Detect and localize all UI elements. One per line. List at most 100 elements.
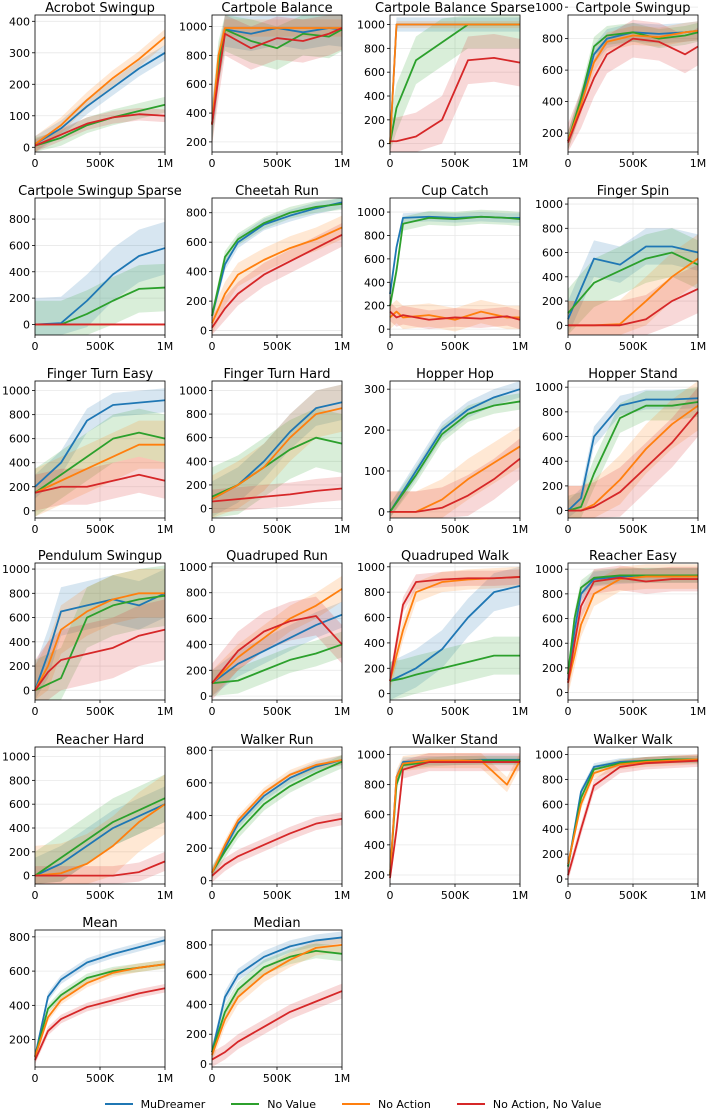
- chart-walker-run: 0 200 400 600 800 0 500K 1M Walker Run: [186, 733, 350, 902]
- series-line-no-action: [211, 27, 342, 125]
- x-tick-label: 500K: [263, 1072, 292, 1085]
- series-line-mudreamer: [211, 613, 343, 684]
- y-tick-label: 200: [186, 479, 207, 492]
- x-tick-label: 500K: [86, 1072, 115, 1085]
- band-no-value: [390, 393, 520, 518]
- y-tick-label: 400: [186, 455, 207, 468]
- band-no-value: [212, 408, 342, 518]
- y-tick-label: 400: [542, 823, 563, 836]
- y-tick-label: 800: [186, 49, 207, 62]
- y-tick-label: 800: [9, 213, 30, 226]
- series-line-no-action-no-value: [567, 759, 699, 876]
- y-tick-label: 600: [186, 432, 207, 445]
- chart-title: Cartpole Balance Sparse: [375, 1, 535, 16]
- chart-title: Hopper Stand: [588, 367, 678, 382]
- legend-swatch-mudreamer: [104, 1103, 133, 1105]
- x-tick-label: 1M: [334, 889, 351, 902]
- chart-title: Median: [253, 916, 300, 931]
- y-tick-label: 200: [186, 842, 207, 855]
- x-tick-label: 500K: [86, 889, 115, 902]
- x-tick-label: 500K: [619, 705, 648, 718]
- y-tick-label: 1000: [179, 384, 207, 397]
- legend-swatch-no-action-no-value: [456, 1103, 485, 1105]
- y-tick-label: 800: [186, 408, 207, 421]
- legend-item-no-action: No Action: [341, 1098, 431, 1111]
- y-tick-label: 200: [364, 424, 385, 437]
- series-line-no-action-no-value: [211, 27, 343, 125]
- series-line-no-value: [211, 202, 343, 317]
- series-line-no-action-no-value: [390, 457, 521, 513]
- band-no-value: [212, 198, 342, 322]
- band-no-value: [568, 387, 698, 518]
- band-no-action: [390, 299, 520, 332]
- x-tick-label: 0: [565, 340, 572, 353]
- y-tick-label: 1000: [357, 561, 385, 574]
- x-tick-label: 0: [32, 523, 39, 536]
- series-line-no-action-no-value: [34, 473, 166, 494]
- chart-walker-walk: 0 200 400 600 800 1000 0 500K 1M Walker Walk: [535, 733, 706, 902]
- chart-reacher-easy: 0 200 400 600 800 1000 0 500K 1M Reacher Easy: [535, 549, 706, 718]
- y-tick-label: 400: [186, 810, 207, 823]
- series-line-mudreamer: [211, 759, 343, 874]
- series-line-no-action-no-value: [211, 990, 343, 1061]
- y-tick-label: 0: [23, 141, 30, 154]
- series-line-mudreamer: [211, 201, 343, 317]
- y-tick-label: 400: [186, 266, 207, 279]
- x-tick-label: 0: [209, 1072, 216, 1085]
- y-tick-label: 0: [200, 875, 207, 888]
- y-tick-label: 800: [186, 744, 207, 757]
- y-tick-label: 800: [186, 939, 207, 952]
- y-tick-label: 0: [378, 138, 385, 151]
- series-line-no-action: [567, 29, 699, 142]
- y-tick-label: 100: [364, 465, 385, 478]
- band-no-action: [568, 234, 698, 335]
- band-no-value: [212, 631, 342, 697]
- y-tick-label: 400: [9, 266, 30, 279]
- x-tick-label: 0: [387, 705, 394, 718]
- series-line-no-action-no-value: [211, 234, 343, 329]
- series-line-no-action: [211, 943, 343, 1056]
- x-tick-label: 0: [387, 340, 394, 353]
- y-tick-label: 1000: [2, 563, 30, 576]
- series-line-no-action-no-value: [211, 817, 343, 877]
- y-tick-label: 400: [186, 638, 207, 651]
- chart-title: Quadruped Run: [226, 549, 328, 564]
- band-no-action: [35, 959, 165, 1062]
- y-tick-label: 600: [9, 965, 30, 978]
- chart-title: Mean: [82, 916, 117, 931]
- x-tick-label: 0: [387, 157, 394, 170]
- y-tick-label: 600: [542, 431, 563, 444]
- y-tick-label: 300: [364, 383, 385, 396]
- series-line-no-action: [567, 575, 698, 683]
- band-no-value: [212, 15, 342, 147]
- series-line-no-action: [389, 23, 520, 144]
- chart-title: Hopper Hop: [416, 367, 494, 382]
- y-tick-label: 600: [186, 236, 207, 249]
- y-tick-label: 800: [364, 42, 385, 55]
- y-tick-label: 200: [186, 136, 207, 149]
- x-tick-label: 0: [32, 1072, 39, 1085]
- chart-title: Reacher Easy: [589, 549, 677, 564]
- x-tick-label: 0: [565, 523, 572, 536]
- series-line-no-action: [389, 759, 521, 876]
- y-tick-label: 400: [364, 637, 385, 650]
- x-tick-label: 500K: [441, 340, 470, 353]
- band-no-action: [390, 425, 520, 518]
- x-tick-label: 1M: [334, 705, 351, 718]
- band-no-action: [390, 566, 520, 692]
- y-tick-label: 600: [9, 612, 30, 625]
- series-line-mudreamer: [389, 584, 521, 682]
- chart-title: Cartpole Balance: [221, 1, 332, 16]
- chart-median: 0 200 400 600 800 0 500K 1M Median: [186, 916, 350, 1085]
- band-no-action: [35, 420, 165, 517]
- y-tick-label: 1000: [357, 749, 385, 762]
- x-tick-label: 1M: [157, 705, 174, 718]
- chart-title: Finger Spin: [597, 184, 669, 199]
- legend-item-no-action-no-value: No Action, No Value: [456, 1098, 601, 1111]
- x-tick-label: 500K: [619, 340, 648, 353]
- x-tick-label: 500K: [619, 157, 648, 170]
- band-no-action-no-value: [568, 754, 698, 882]
- y-tick-label: 1000: [2, 751, 30, 764]
- band-mudreamer: [212, 198, 342, 322]
- series-line-no-value: [567, 401, 699, 512]
